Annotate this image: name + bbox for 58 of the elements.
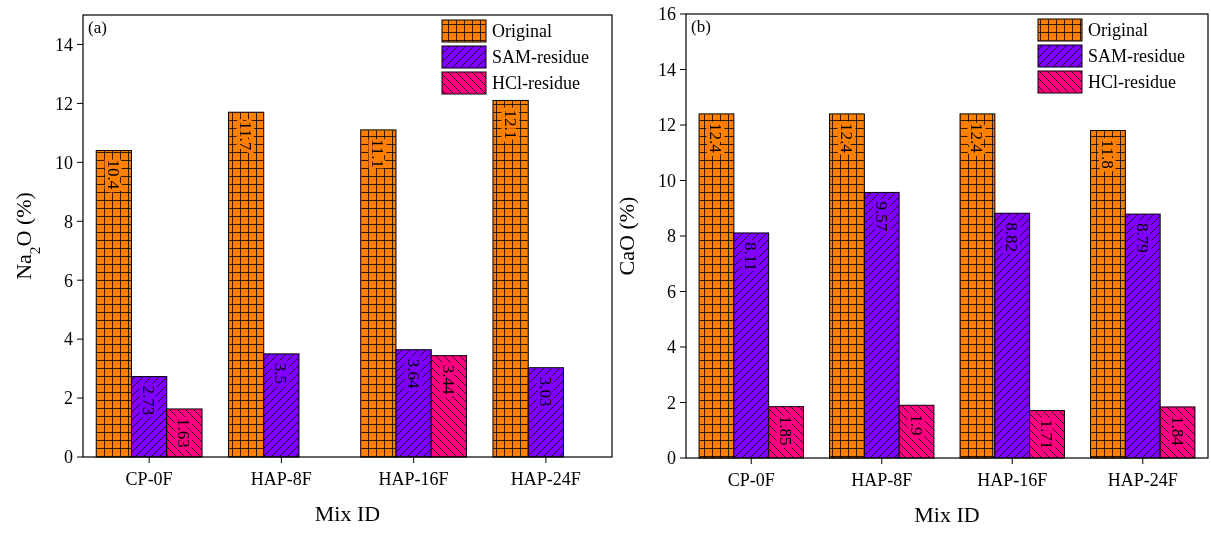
data-label: 12.4 [967, 122, 987, 154]
legend-label: Original [1088, 20, 1148, 41]
data-label: 8.11 [741, 241, 761, 272]
data-label: 12.1 [500, 109, 520, 140]
y-tick-label: 12 [55, 93, 73, 114]
x-tick-label: HAP-8F [250, 469, 312, 489]
data-label: 8.79 [1132, 223, 1152, 253]
x-tick-label: HAP-16F [977, 470, 1048, 490]
x-tick-label: HAP-16F [378, 469, 449, 489]
legend-label: HCl-residue [492, 73, 580, 94]
data-label: 8.82 [1002, 222, 1022, 252]
y-tick-label: 10 [55, 152, 73, 173]
y-tick-label: 0 [64, 447, 73, 468]
x-tick-label: HAP-24F [510, 469, 581, 489]
data-label: 11.8 [1098, 139, 1117, 169]
x-tick-label: HAP-8F [851, 470, 913, 490]
x-tick-label: CP-0F [727, 470, 775, 490]
data-label: 11.7 [236, 121, 256, 151]
legend-label: Original [492, 21, 552, 42]
data-label: 12.4 [706, 122, 726, 154]
data-label: 1.84 [1167, 415, 1187, 447]
y-tick-label: 2 [64, 388, 73, 409]
x-axis-title: Mix ID [314, 501, 381, 526]
chart-title: (a) [88, 18, 107, 37]
y-tick-label: 14 [658, 59, 676, 80]
legend-label: SAM-residue [492, 47, 589, 68]
y-tick-label: 8 [64, 211, 73, 232]
y-tick-label: 6 [64, 270, 73, 291]
y-axis-title: CaO (%) [614, 196, 639, 276]
data-label: 1.71 [1037, 419, 1057, 450]
data-label: 3.64 [403, 358, 423, 389]
legend-label: HCl-residue [1088, 72, 1176, 93]
y-tick-label: 0 [667, 448, 676, 469]
data-label: 3.03 [535, 376, 555, 407]
y-tick-label: 2 [667, 392, 676, 413]
y-tick-label: 16 [658, 4, 676, 25]
x-tick-label: CP-0F [125, 469, 173, 489]
y-tick-label: 4 [64, 329, 73, 350]
y-tick-label: 12 [658, 115, 676, 136]
data-label: 3.5 [271, 362, 291, 385]
legend-label: SAM-residue [1088, 46, 1185, 67]
data-label: 1.9 [906, 414, 926, 436]
y-tick-label: 14 [55, 34, 73, 55]
y-tick-label: 10 [658, 170, 676, 191]
y-tick-label: 8 [667, 226, 676, 247]
data-label: 2.73 [139, 385, 159, 416]
x-tick-label: HAP-24F [1107, 470, 1178, 490]
data-label: 1.63 [174, 417, 194, 448]
chart-title: (b) [691, 17, 711, 36]
data-label: 3.44 [438, 364, 458, 395]
y-tick-label: 6 [667, 281, 676, 302]
data-label: 10.4 [103, 159, 123, 190]
data-label: 12.4 [837, 122, 856, 154]
x-axis-title: Mix ID [914, 502, 980, 527]
data-label: 1.85 [776, 415, 796, 446]
y-tick-label: 4 [667, 337, 676, 358]
data-label: 11.1 [368, 138, 388, 169]
data-label: 9.57 [871, 201, 891, 232]
